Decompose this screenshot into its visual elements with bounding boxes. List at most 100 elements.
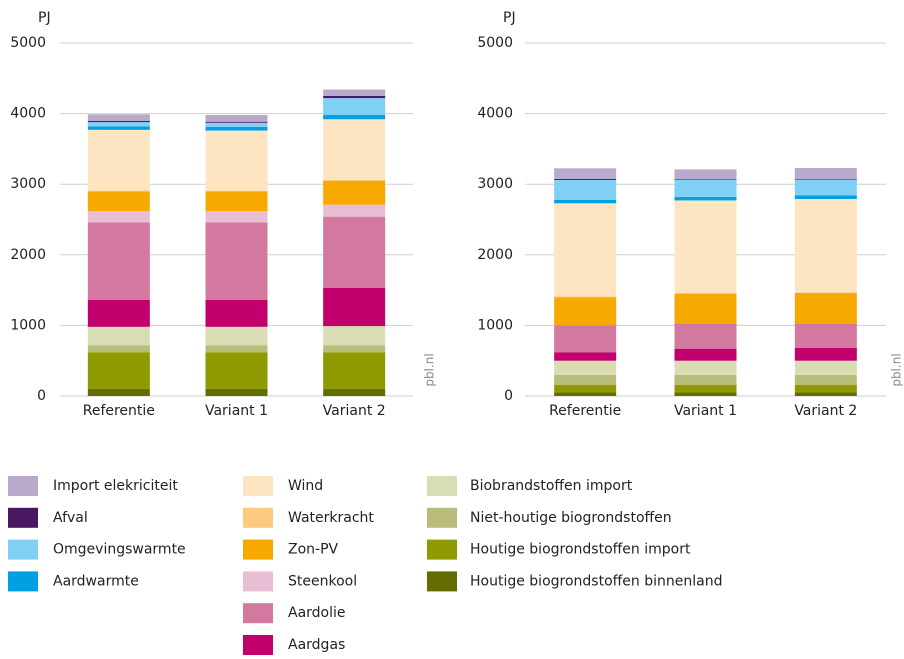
y-tick-label: 3000: [477, 176, 513, 192]
bar-segment: [87, 345, 150, 353]
legend-label: Biobrandstoffen import: [470, 478, 633, 494]
bar-segment: [554, 296, 617, 298]
legend-swatch: [243, 635, 273, 655]
bar-segment: [323, 216, 386, 288]
legend-swatch: [243, 539, 273, 560]
bar-segment: [554, 168, 617, 179]
bar-segment: [87, 352, 150, 389]
bar-segment: [554, 325, 617, 353]
bar-segment: [323, 115, 386, 120]
legend-label: Houtige biogrondstoffen import: [470, 542, 691, 558]
bar-segment: [794, 347, 857, 361]
bar-segment: [794, 384, 857, 393]
bar-segment: [205, 388, 268, 396]
bar-segment: [674, 179, 737, 180]
legend-label: Houtige biogrondstoffen binnenland: [470, 573, 722, 589]
x-tick-label: Variant 1: [205, 403, 268, 419]
y-tick-label: 2000: [10, 247, 46, 263]
legend-swatch: [8, 476, 38, 496]
legend-swatch: [243, 603, 273, 624]
bar-segment: [674, 360, 737, 375]
bar-segment: [323, 119, 386, 180]
bar-segment: [674, 374, 737, 385]
legend-swatch: [427, 507, 457, 528]
legend-swatch: [427, 571, 457, 592]
y-tick-label: 4000: [10, 106, 46, 122]
y-tick-label: 1000: [477, 317, 513, 333]
bar-segment: [674, 392, 737, 396]
legend-swatch: [243, 571, 273, 592]
bar-segment: [554, 360, 617, 375]
bar-segment: [205, 190, 268, 192]
x-tick-label: Variant 2: [794, 403, 857, 419]
bar-segment: [323, 98, 386, 116]
bar-segment: [205, 115, 268, 122]
y-tick-label: 4000: [477, 106, 513, 122]
y-axis-label: PJ: [503, 10, 516, 26]
bar-segment: [87, 191, 150, 212]
bar-segment: [205, 122, 268, 128]
bar-segment: [205, 345, 268, 353]
bar-segment: [554, 374, 617, 385]
y-tick-label: 0: [37, 388, 46, 404]
legend-swatch: [8, 539, 38, 560]
legend-swatch: [8, 571, 38, 592]
bar-segment: [674, 384, 737, 393]
bar-segment: [87, 114, 150, 122]
bar-segment: [794, 292, 857, 293]
bar-segment: [323, 287, 386, 327]
bar-segment: [323, 180, 386, 205]
legend-label: Steenkool: [288, 573, 357, 589]
bar-segment: [205, 352, 268, 389]
bar-segment: [323, 352, 386, 389]
legend-label: Aardwarmte: [53, 573, 139, 589]
bar-segment: [205, 121, 268, 123]
bar-segment: [674, 169, 737, 180]
bar-segment: [794, 292, 857, 324]
bar-segment: [205, 191, 268, 212]
bar-segment: [794, 179, 857, 196]
bar-segment: [323, 89, 386, 96]
bar-segment: [674, 292, 737, 294]
legend-swatch: [243, 476, 273, 496]
y-tick-label: 2000: [477, 247, 513, 263]
bar-segment: [794, 323, 857, 348]
y-axis-label: PJ: [38, 10, 51, 26]
bar-segment: [87, 299, 150, 327]
legend-swatch: [427, 539, 457, 560]
bar-segment: [205, 211, 268, 223]
bar-segment: [554, 392, 617, 396]
bar-segment: [323, 326, 386, 346]
bar-segment: [674, 323, 737, 349]
y-tick-label: 1000: [10, 317, 46, 333]
bar-segment: [794, 199, 857, 293]
x-tick-label: Referentie: [83, 403, 155, 419]
legend-label: Zon-PV: [288, 542, 339, 558]
bar-segment: [323, 345, 386, 353]
bar-segment: [674, 348, 737, 361]
bar-segment: [87, 326, 150, 346]
bar-segment: [794, 167, 857, 180]
bar-segment: [323, 388, 386, 396]
bar-segment: [554, 179, 617, 200]
bar-segment: [87, 129, 150, 191]
bar-segment: [205, 130, 268, 191]
bar-segment: [794, 392, 857, 396]
bar-segment: [794, 179, 857, 180]
bar-segment: [87, 121, 150, 123]
bar-segment: [674, 200, 737, 293]
bar-segment: [87, 222, 150, 300]
bar-segment: [554, 384, 617, 393]
legend-label: Niet-houtige biogrondstoffen: [470, 510, 672, 526]
legend-swatch: [8, 507, 38, 528]
x-tick-label: Variant 2: [323, 403, 386, 419]
bar-segment: [205, 299, 268, 327]
bar-segment: [674, 293, 737, 324]
bar-segment: [554, 352, 617, 361]
legend-label: Import elekriciteit: [53, 478, 178, 494]
x-tick-label: Referentie: [549, 403, 621, 419]
bar-segment: [554, 178, 617, 180]
bar-segment: [323, 179, 386, 181]
bar-segment: [554, 297, 617, 326]
